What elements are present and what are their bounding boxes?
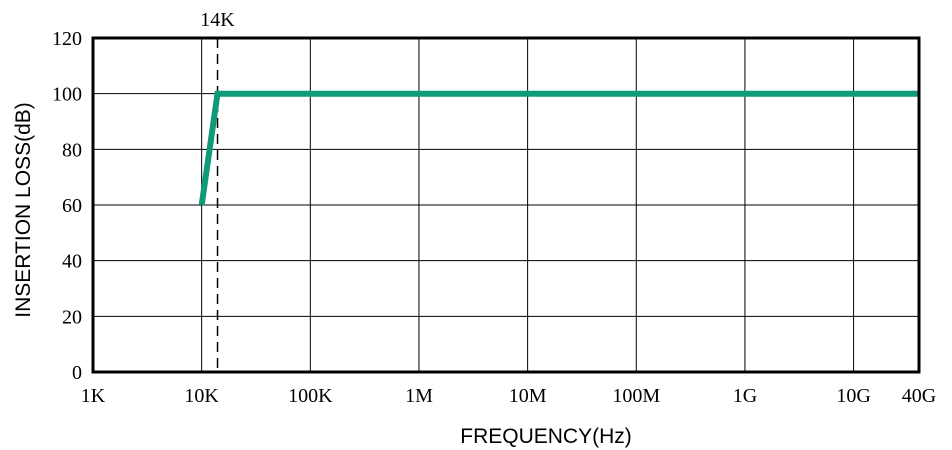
y-tick-label: 40 <box>62 251 82 273</box>
y-tick-label: 80 <box>62 139 82 161</box>
x-tick-labels: 1K 10K 100K 1M 10M 100M 1G 10G 40G <box>81 385 936 407</box>
y-tick-label: 20 <box>62 306 82 328</box>
x-tick-label: 10M <box>509 385 547 407</box>
x-tick-label: 100K <box>288 385 333 407</box>
x-tick-label: 1M <box>405 385 433 407</box>
x-tick-label: 100M <box>612 385 660 407</box>
x-tick-label: 1G <box>733 385 757 407</box>
marker-14k-label: 14K <box>200 9 235 31</box>
x-axis-title: FREQUENCY(Hz) <box>460 425 632 448</box>
x-tick-label: 1K <box>81 385 106 407</box>
y-tick-label: 120 <box>52 28 82 50</box>
series-line <box>198 90 919 206</box>
x-tick-label: 40G <box>902 385 936 407</box>
y-axis-title: INSERTION LOSS(dB) <box>12 102 35 318</box>
plot-frame <box>91 36 921 374</box>
series-group <box>198 90 919 206</box>
y-tick-label: 60 <box>62 195 82 217</box>
x-tick-label: 10K <box>184 385 219 407</box>
x-tick-label: 10G <box>836 385 870 407</box>
y-tick-labels: 0 20 40 60 80 100 120 <box>52 28 82 384</box>
y-tick-label: 100 <box>52 84 82 106</box>
y-tick-label: 0 <box>72 362 82 384</box>
